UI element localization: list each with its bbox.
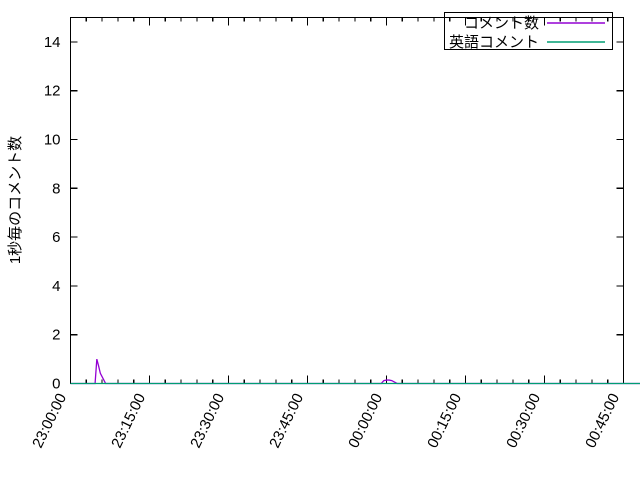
y-tick-label: 0: [52, 376, 60, 393]
y-tick-label: 6: [52, 229, 60, 246]
y-axis: 0 2 4 6 8 10 12 14: [44, 34, 624, 393]
legend-border: [443, 11, 614, 51]
y-axis-title-text: 1秒毎のコメント数: [7, 136, 24, 264]
legend-label-2: 英語コメント: [449, 33, 539, 51]
x-tick-label: 00:30:00: [503, 391, 544, 451]
data-series-group: [70, 358, 640, 385]
y-tick-label: 10: [44, 132, 61, 149]
y-tick-label: 2: [52, 327, 60, 344]
y-tick-label: 14: [44, 34, 61, 51]
x-tick-label: 00:00:00: [345, 391, 386, 451]
x-tick-label: 23:15:00: [108, 391, 149, 451]
x-tick-label: 23:45:00: [266, 391, 307, 451]
x-tick-label: 23:30:00: [187, 391, 228, 451]
x-tick-label: 23:00:00: [29, 391, 70, 451]
x-tick-label: 00:45:00: [582, 391, 623, 451]
plot-frame: [69, 16, 625, 385]
legend-label-1: コメント数: [464, 15, 539, 32]
y-axis-title: 1秒毎のコメント数: [7, 136, 24, 264]
x-axis: 23:00:00 23:15:00 23:30:00 23:45:00 00:00:00…: [29, 17, 625, 451]
y-tick-label: 12: [44, 83, 61, 100]
y-tick-label: 4: [52, 278, 60, 295]
x-tick-label: 00:15:00: [424, 391, 465, 451]
y-tick-label: 8: [52, 180, 60, 197]
